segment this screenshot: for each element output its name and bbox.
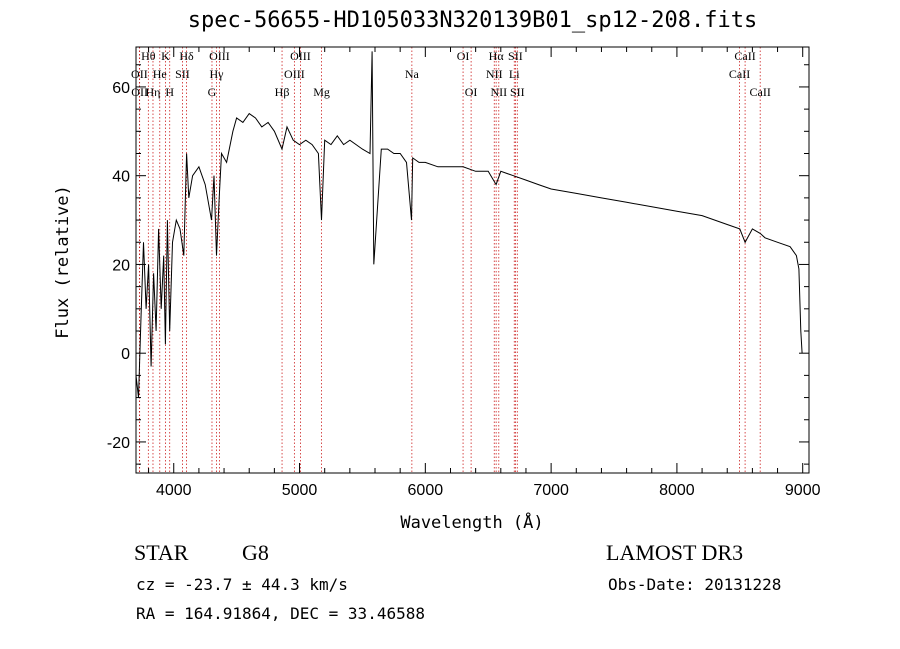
- line-label-14: OIII: [284, 67, 305, 81]
- line-label-16: Na: [405, 67, 420, 81]
- line-label-11: G: [208, 85, 217, 99]
- survey-name: LAMOST DR3: [606, 540, 744, 565]
- line-label-18: OI: [465, 85, 478, 99]
- line-label-24: SII: [510, 85, 525, 99]
- line-label-17: OI: [457, 49, 470, 63]
- x-tick-label-1: 5000: [282, 482, 318, 499]
- line-label-2: OII: [131, 85, 148, 99]
- y-tick-label-0: -20: [107, 435, 130, 452]
- line-label-23: NII: [490, 85, 507, 99]
- line-label-8: Hδ: [179, 49, 194, 63]
- redshift-velocity: cz = -23.7 ± 44.3 km/s: [136, 575, 348, 594]
- x-tick-label-0: 4000: [156, 482, 192, 499]
- y-axis-label: Flux (relative): [53, 185, 73, 339]
- coordinates: RA = 164.91864, DEC = 33.46588: [136, 604, 425, 623]
- chart-title: spec-56655-HD105033N320139B01_sp12-208.f…: [187, 8, 758, 33]
- x-tick-label-4: 8000: [659, 482, 695, 499]
- line-label-0: Hθ: [141, 49, 156, 63]
- line-label-5: He: [153, 67, 167, 81]
- line-label-4: K: [161, 49, 170, 63]
- line-label-12: Hβ: [275, 85, 290, 99]
- line-label-10: Hγ: [210, 67, 225, 81]
- line-label-1: OII: [131, 67, 148, 81]
- x-tick-label-5: 9000: [785, 482, 821, 499]
- y-tick-label-3: 40: [112, 169, 130, 186]
- line-label-25: CaII: [734, 49, 755, 63]
- object-subclass: G8: [242, 540, 269, 565]
- x-axis-label: Wavelength (Å): [400, 511, 543, 533]
- line-label-26: CaII: [729, 67, 750, 81]
- y-tick-label-2: 20: [112, 257, 130, 274]
- plot-frame: [135, 46, 810, 474]
- line-label-20: SII: [508, 49, 523, 63]
- line-label-13: OIII: [290, 49, 311, 63]
- line-label-7: SII: [175, 67, 190, 81]
- line-label-15: Mg: [313, 85, 330, 99]
- line-label-21: NII: [486, 67, 503, 81]
- line-label-19: Hα: [489, 49, 505, 63]
- observation-date: Obs-Date: 20131228: [608, 575, 782, 594]
- object-class: STAR: [134, 540, 189, 565]
- line-label-22: Li: [509, 67, 520, 81]
- line-label-3: Hη: [146, 85, 161, 99]
- spectrum-line: [135, 51, 803, 398]
- line-label-27: CaII: [750, 85, 771, 99]
- line-label-9: OIII: [209, 49, 230, 63]
- x-tick-label-2: 6000: [408, 482, 444, 499]
- x-tick-label-3: 7000: [533, 482, 569, 499]
- y-tick-label-4: 60: [112, 80, 130, 97]
- y-tick-label-1: 0: [121, 346, 130, 363]
- line-label-6: H: [165, 85, 174, 99]
